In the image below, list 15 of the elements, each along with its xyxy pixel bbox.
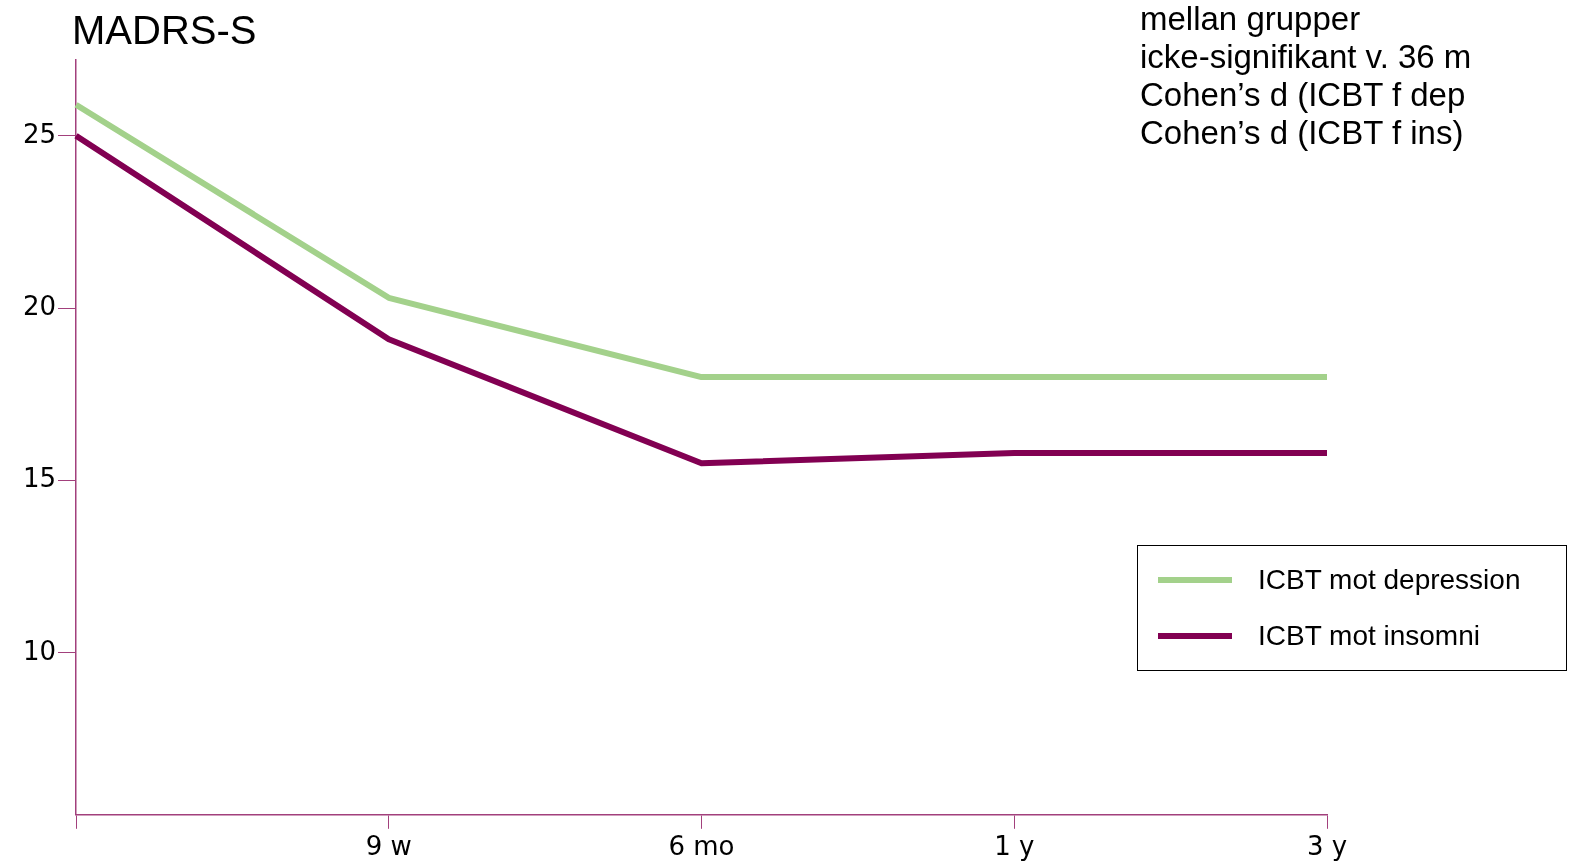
y-tick-label: 20 <box>22 290 56 321</box>
x-tick-label: 9 w <box>365 831 412 862</box>
annotation: icke-signifikant v. 36 m <box>1140 38 1472 76</box>
y-tick-label: 15 <box>22 463 56 494</box>
x-tick-label: 1 y <box>994 831 1035 862</box>
y-tick-label: 10 <box>22 635 56 666</box>
annotation: Cohen’s d (ICBT f ins) <box>1140 114 1465 152</box>
x-tick-label: 3 y <box>1306 831 1348 862</box>
legend-label: ICBT mot insomni <box>1258 620 1480 652</box>
annotation: Cohen’s d (ICBT f dep <box>1140 76 1467 114</box>
x-tick-label: 6 mo <box>668 831 735 862</box>
y-tick-label: 25 <box>22 118 56 149</box>
legend-label: ICBT mot depression <box>1258 564 1521 596</box>
text: mellan grupper <box>1140 0 1362 38</box>
y-axis-title: MADRS-S <box>72 8 257 53</box>
